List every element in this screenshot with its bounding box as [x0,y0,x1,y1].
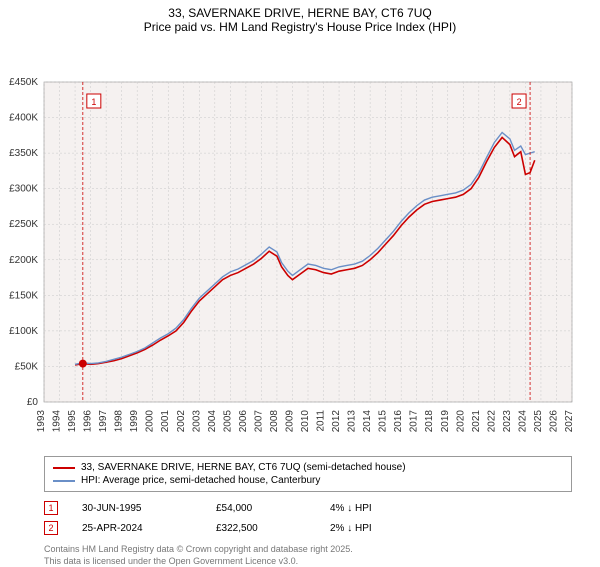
svg-text:£350K: £350K [9,148,38,159]
svg-text:£0: £0 [27,397,39,408]
legend-swatch [53,480,75,482]
svg-text:£250K: £250K [9,219,38,230]
svg-text:2018: 2018 [424,410,435,433]
footer-line: Contains HM Land Registry data © Crown c… [44,544,572,556]
svg-text:2015: 2015 [378,410,389,433]
line-chart: £0 £50K £100K £150K £200K £250K £300K £350K £400… [0,38,600,450]
marker-price: £54,000 [216,503,306,514]
svg-text:2012: 2012 [331,410,342,433]
legend: 33, SAVERNAKE DRIVE, HERNE BAY, CT6 7UQ … [44,456,572,492]
svg-text:2005: 2005 [222,410,233,433]
chart-title: 33, SAVERNAKE DRIVE, HERNE BAY, CT6 7UQ [0,0,600,20]
svg-text:£300K: £300K [9,184,38,195]
svg-text:2013: 2013 [347,410,358,433]
legend-item: HPI: Average price, semi-detached house,… [53,474,563,487]
svg-text:2026: 2026 [548,410,559,433]
svg-text:2003: 2003 [191,410,202,433]
svg-text:2017: 2017 [409,410,420,433]
legend-label: 33, SAVERNAKE DRIVE, HERNE BAY, CT6 7UQ … [81,462,406,473]
svg-text:2007: 2007 [253,410,264,433]
svg-text:2011: 2011 [316,410,327,432]
marker-delta: 4% ↓ HPI [330,503,372,514]
marker-row: 1 30-JUN-1995 £54,000 4% ↓ HPI [44,498,572,518]
svg-text:2000: 2000 [145,410,156,433]
svg-text:2021: 2021 [471,410,482,433]
svg-text:1997: 1997 [98,410,109,433]
svg-text:2016: 2016 [393,410,404,433]
svg-text:2: 2 [517,97,522,107]
svg-text:2023: 2023 [502,410,513,433]
svg-text:2025: 2025 [533,410,544,433]
marker-table: 1 30-JUN-1995 £54,000 4% ↓ HPI 2 25-APR-… [44,498,572,538]
footer-line: This data is licensed under the Open Gov… [44,556,572,567]
legend-item: 33, SAVERNAKE DRIVE, HERNE BAY, CT6 7UQ … [53,461,563,474]
svg-text:2004: 2004 [207,410,218,433]
svg-text:1994: 1994 [52,410,63,433]
marker-date: 30-JUN-1995 [82,503,192,514]
legend-label: HPI: Average price, semi-detached house,… [81,475,320,486]
svg-text:2001: 2001 [160,410,171,433]
svg-text:£400K: £400K [9,113,38,124]
svg-text:£50K: £50K [15,361,39,372]
svg-text:2010: 2010 [300,410,311,433]
svg-text:£100K: £100K [9,326,38,337]
svg-text:2006: 2006 [238,410,249,433]
svg-text:1: 1 [91,97,96,107]
chart-subtitle: Price paid vs. HM Land Registry's House … [0,20,600,38]
chart-area: £0 £50K £100K £150K £200K £250K £300K £350K £400… [0,38,600,450]
svg-text:2009: 2009 [284,410,295,433]
svg-text:2027: 2027 [564,410,575,433]
svg-text:2019: 2019 [440,410,451,433]
svg-text:2008: 2008 [269,410,280,433]
svg-text:£450K: £450K [9,77,38,88]
svg-text:2022: 2022 [486,410,497,433]
legend-swatch [53,467,75,469]
svg-text:2024: 2024 [517,410,528,433]
marker-date: 25-APR-2024 [82,523,192,534]
svg-text:£200K: £200K [9,255,38,266]
svg-text:£150K: £150K [9,290,38,301]
svg-text:2002: 2002 [176,410,187,433]
footer: Contains HM Land Registry data © Crown c… [44,544,572,567]
marker-badge: 2 [44,521,58,535]
svg-text:1995: 1995 [67,410,78,433]
svg-text:2014: 2014 [362,410,373,433]
svg-text:2020: 2020 [455,410,466,433]
marker-delta: 2% ↓ HPI [330,523,372,534]
marker-row: 2 25-APR-2024 £322,500 2% ↓ HPI [44,518,572,538]
svg-text:1999: 1999 [129,410,140,433]
svg-text:1996: 1996 [83,410,94,433]
marker-price: £322,500 [216,523,306,534]
svg-text:1993: 1993 [36,410,47,433]
marker-badge: 1 [44,501,58,515]
svg-text:1998: 1998 [114,410,125,433]
